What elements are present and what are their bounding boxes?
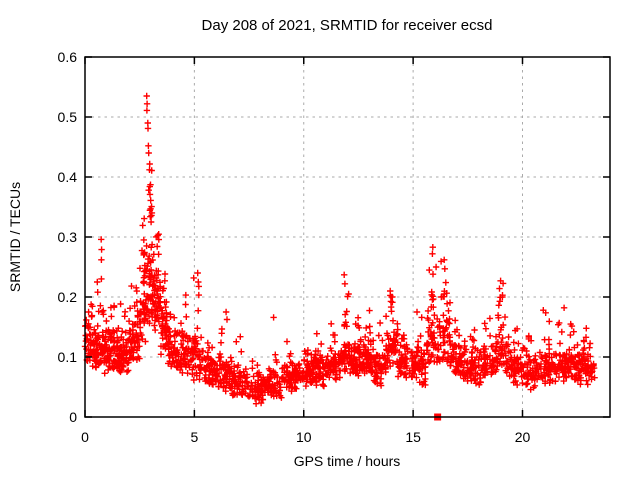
x-tick-label: 20 [515,429,531,445]
y-tick-label: 0 [69,409,77,425]
scatter-points [81,92,598,407]
y-tick-label: 0.6 [58,49,78,65]
x-tick-label: 10 [296,429,312,445]
x-tick-label: 5 [190,429,198,445]
y-tick-label: 0.5 [58,109,78,125]
x-tick-label: 15 [405,429,421,445]
y-tick-label: 0.1 [58,349,78,365]
x-tick-label: 0 [81,429,89,445]
x-axis-label: GPS time / hours [294,453,401,469]
y-tick-label: 0.2 [58,289,78,305]
chart-title: Day 208 of 2021, SRMTID for receiver ecs… [202,17,493,34]
y-axis-label: SRMTID / TECUs [7,182,23,292]
y-tick-label: 0.4 [58,169,78,185]
y-tick-label: 0.3 [58,229,78,245]
plot-generated-layer: 0 5 10 15 20 0 0.1 0.2 0.3 0.4 0.5 0.6 [58,49,611,445]
